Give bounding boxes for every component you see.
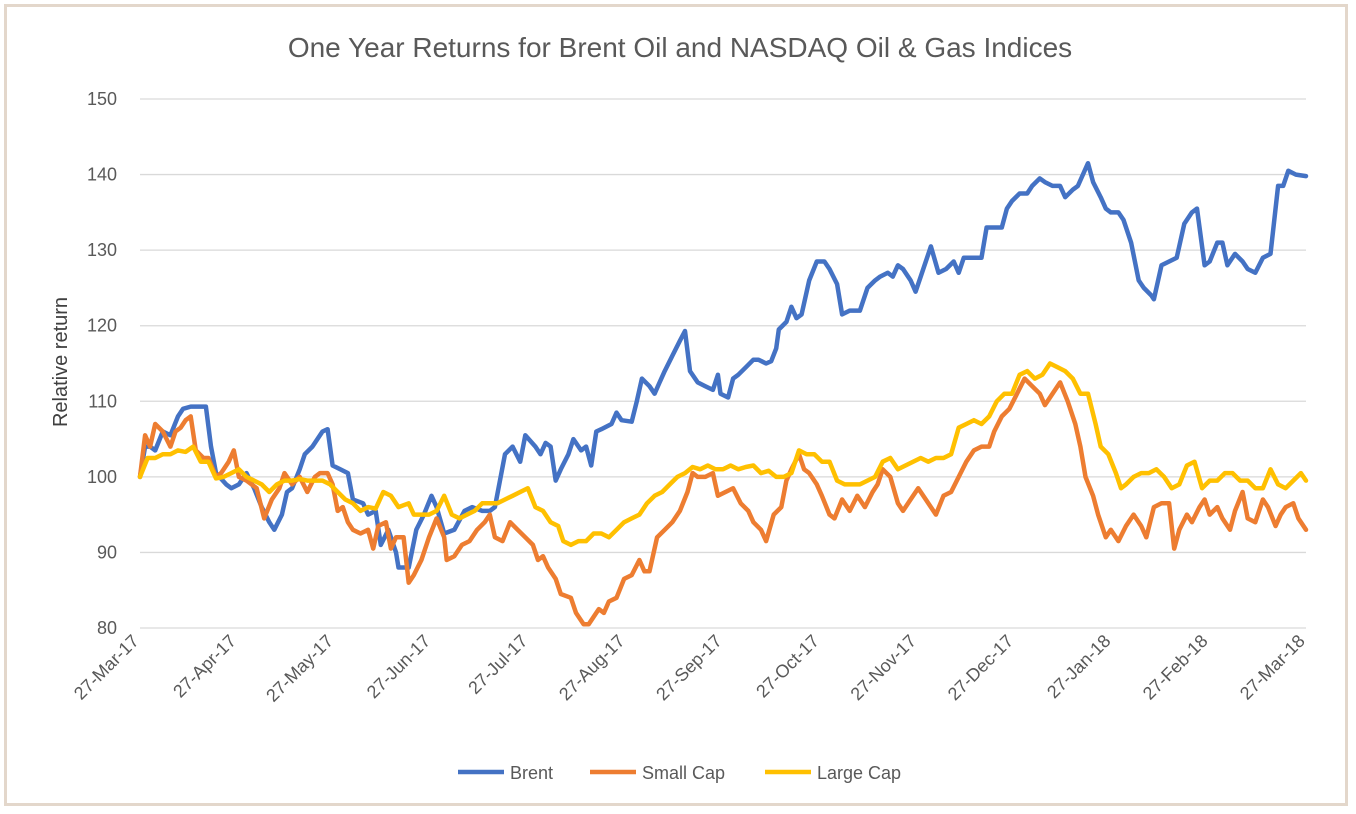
legend-label: Brent [510,763,553,783]
legend-label: Large Cap [817,763,901,783]
chart-frame [4,4,1348,806]
y-tick-label: 80 [97,618,117,638]
x-tick-label: 27-Mar-18 [1236,631,1309,704]
x-tick-label: 27-May-17 [262,631,337,706]
x-axis-ticks: 27-Mar-17 27-Apr-17 27-May-17 27-Jun-17 27-J… [70,631,1309,706]
x-tick-label: 27-Sep-17 [652,631,726,705]
x-tick-label: 27-Aug-17 [555,631,629,705]
x-tick-label: 27-Oct-17 [752,631,823,702]
y-tick-label: 100 [87,467,117,487]
y-tick-label: 150 [87,89,117,109]
series-lines [137,160,1309,627]
x-tick-label: 27-Apr-17 [169,631,240,702]
x-tick-label: 27-Jul-17 [464,631,531,698]
x-tick-label: 27-Dec-17 [944,631,1018,705]
x-tick-label: 27-Mar-17 [70,631,143,704]
y-tick-label: 130 [87,240,117,260]
x-tick-label: 27-Nov-17 [847,631,921,705]
series-line-brent [137,160,1309,570]
legend-label: Small Cap [642,763,725,783]
y-tick-label: 140 [87,165,117,185]
legend: Brent Small Cap Large Cap [458,763,901,783]
y-tick-label: 90 [97,542,117,562]
x-tick-label: 27-Jun-17 [363,631,434,702]
y-axis-label: Relative return [50,297,72,427]
series-line-small-cap [137,376,1309,627]
y-axis-ticks: 80 90 100 110 120 130 140 150 [87,89,117,638]
x-tick-label: 27-Jan-18 [1043,631,1114,702]
y-tick-label: 120 [87,316,117,336]
chart-title: One Year Returns for Brent Oil and NASDA… [288,32,1072,63]
series-line-large-cap [137,361,1309,548]
y-tick-label: 110 [88,391,117,411]
gridlines [140,98,1306,629]
x-tick-label: 27-Feb-18 [1139,631,1212,704]
